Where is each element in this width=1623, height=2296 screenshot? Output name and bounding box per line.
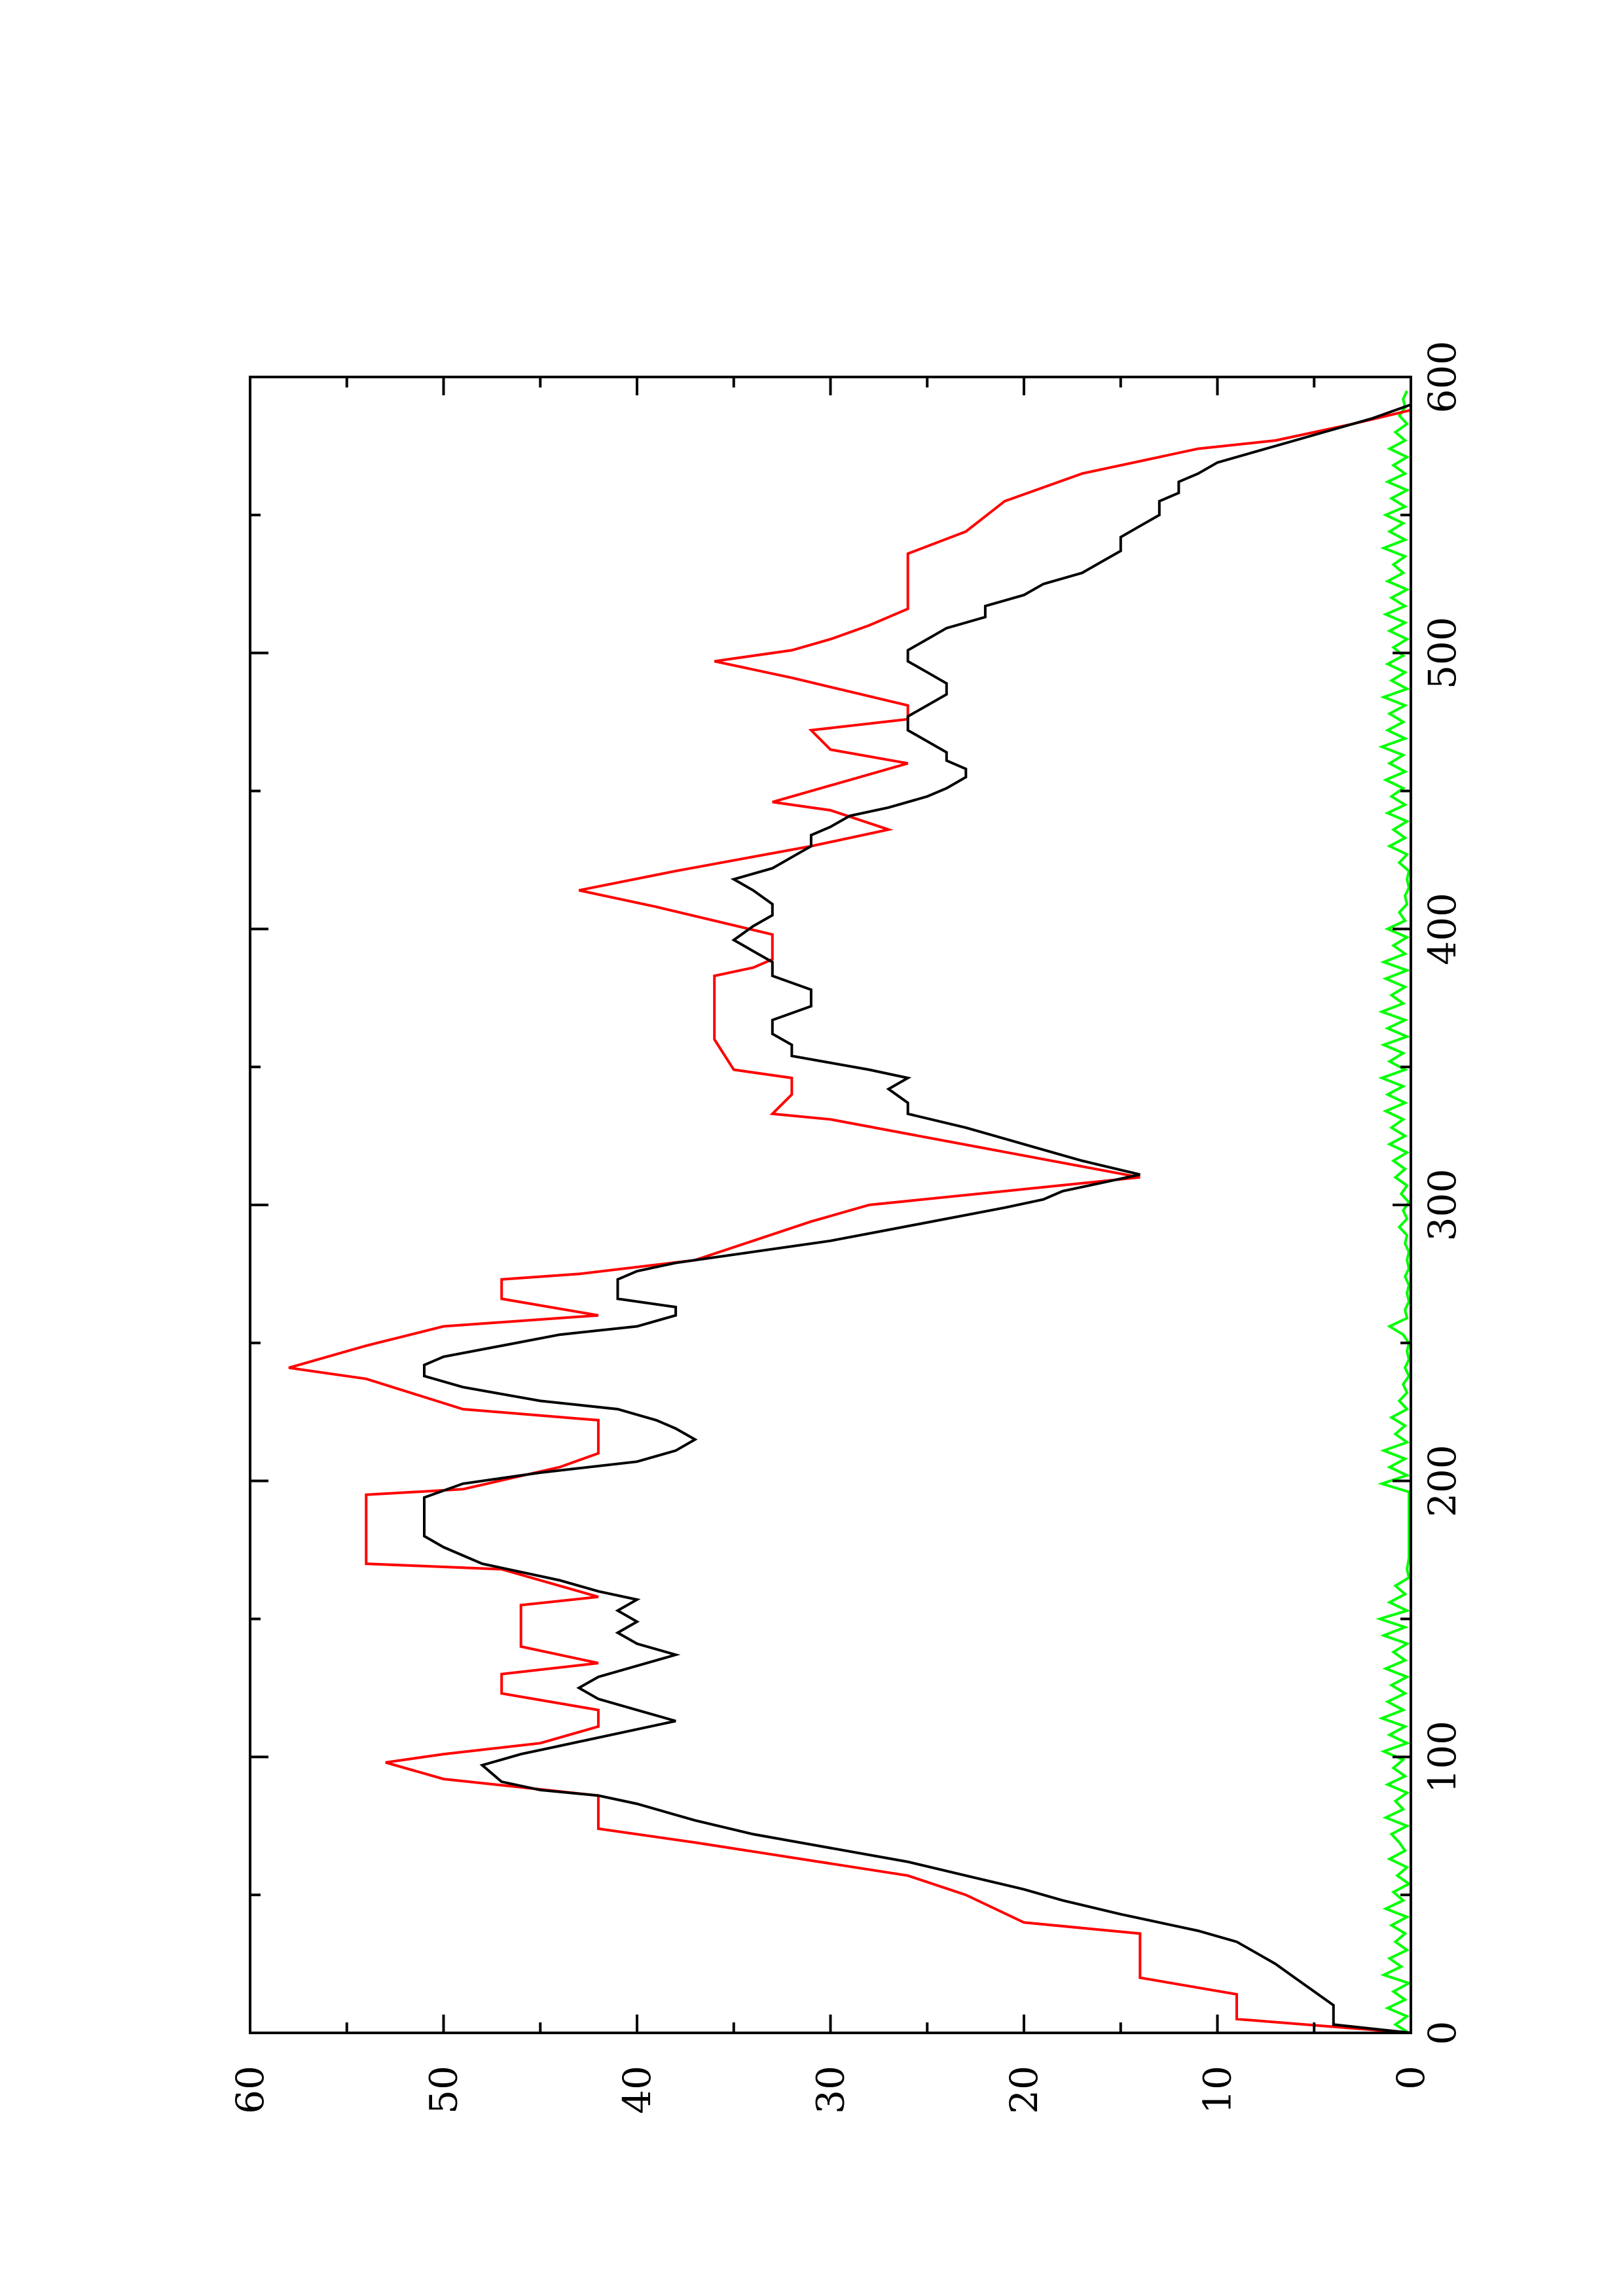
x-tick-label: 200 [1420,1444,1465,1517]
x-tick-label: 0 [1420,2021,1465,2045]
series-line-2 [1376,390,1413,2034]
series-line-1 [423,403,1412,2034]
x-tick-label: 600 [1420,341,1465,414]
y-tick-label: 60 [228,2066,272,2114]
ticks-layer [249,376,1412,2034]
y-tick-label: 40 [615,2066,659,2114]
x-tick-label: 100 [1420,1721,1465,1793]
series-line-0 [288,408,1412,2034]
y-tick-label: 10 [1195,2066,1240,2114]
y-tick-label: 30 [809,2066,853,2114]
tick-labels-layer: 0 100 200 300 400 500 600 0 10 20 30 40 50 60 [228,341,1465,2114]
plot-frame [249,376,1412,2034]
y-tick-label: 20 [1002,2066,1046,2114]
y-tick-label: 0 [1389,2066,1433,2090]
x-tick-label: 500 [1420,617,1465,689]
x-tick-label: 400 [1420,893,1465,965]
series-layer [288,390,1413,2034]
y-tick-label: 50 [422,2066,466,2114]
x-tick-label: 300 [1420,1169,1465,1242]
